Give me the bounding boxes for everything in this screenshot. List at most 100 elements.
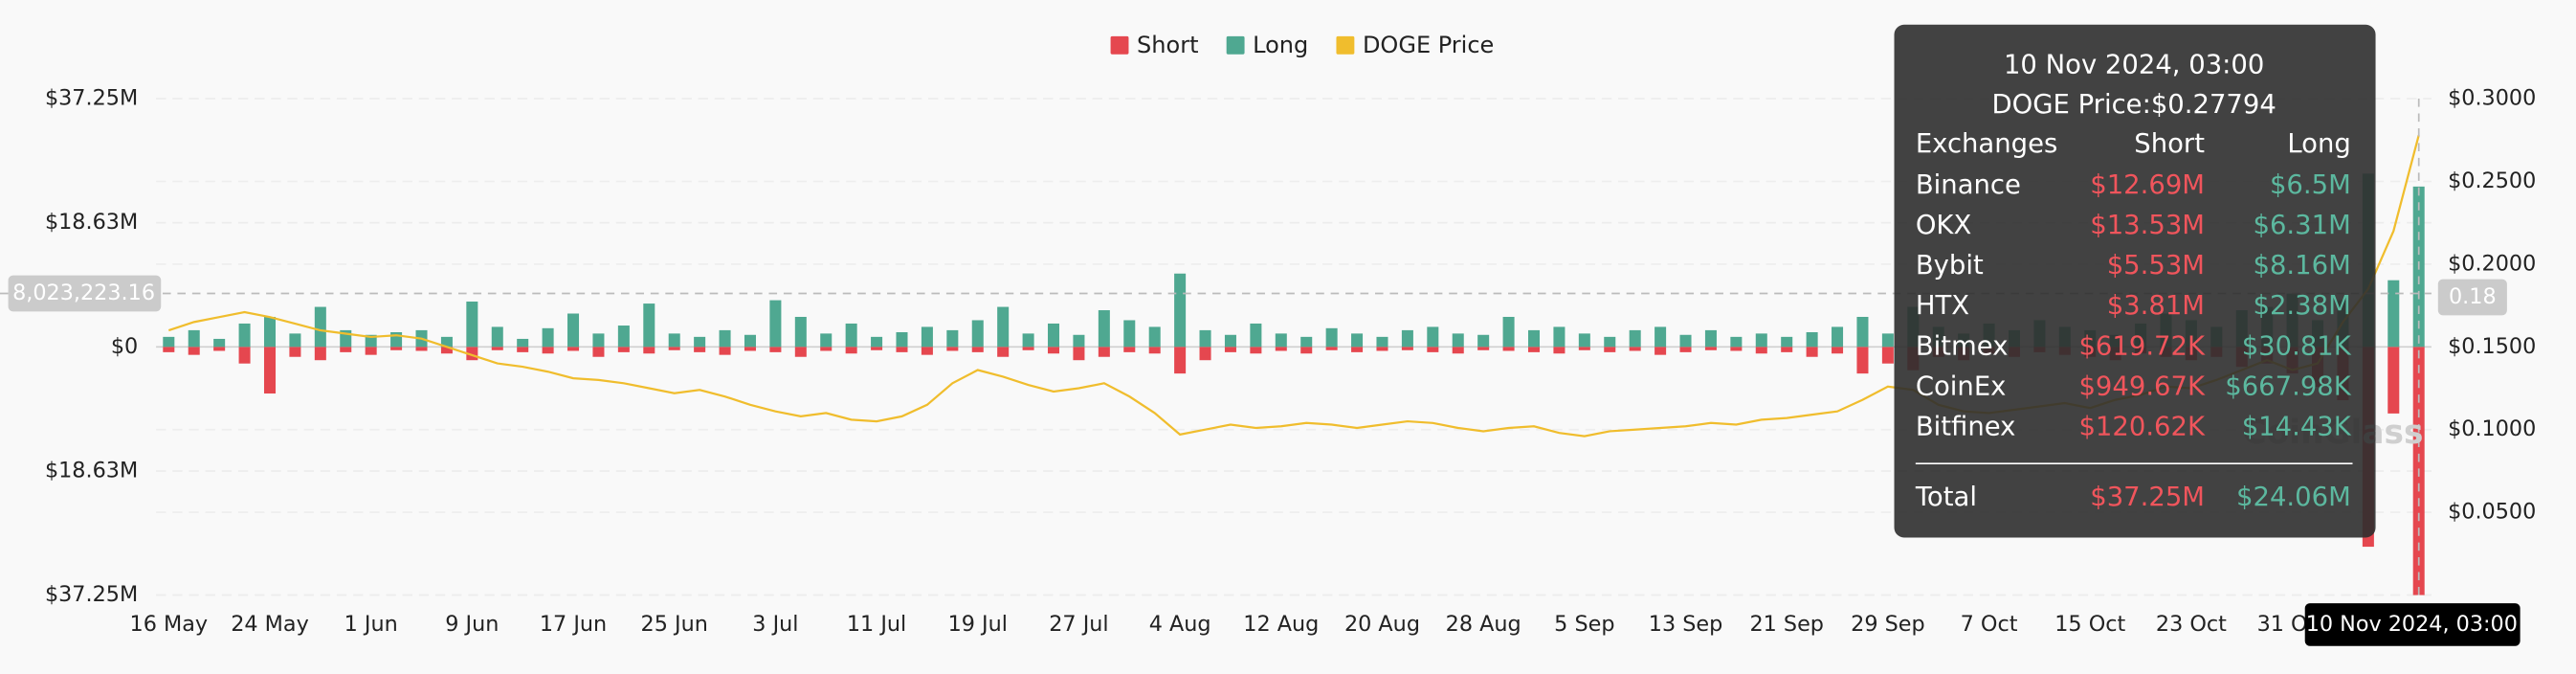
bar xyxy=(617,326,630,348)
bar xyxy=(1730,336,1743,348)
bar xyxy=(769,300,782,348)
bar xyxy=(1098,347,1110,357)
bar xyxy=(1553,347,1566,354)
bar xyxy=(668,347,680,350)
bar xyxy=(921,347,933,355)
tooltip-header: Short xyxy=(2134,129,2205,159)
bar xyxy=(491,347,503,350)
bar xyxy=(1098,310,1110,348)
bar xyxy=(896,347,908,352)
bar xyxy=(592,347,605,357)
bar xyxy=(188,329,200,348)
bar xyxy=(1351,347,1364,352)
bar xyxy=(1427,326,1439,348)
bar xyxy=(1832,347,1844,354)
tooltip-cell: Binance xyxy=(1916,170,2021,200)
tooltip-cell: $5.53M xyxy=(2107,251,2205,281)
crosshair-y-box xyxy=(8,275,162,312)
x-tick-label: 4 Aug xyxy=(1149,612,1211,637)
bar xyxy=(1527,347,1541,352)
tooltip-price: DOGE Price:$0.27794 xyxy=(1992,90,2276,120)
bar xyxy=(1148,326,1161,348)
bar xyxy=(1300,347,1313,354)
tooltip-cell: $13.53M xyxy=(2090,211,2205,240)
bar xyxy=(213,347,226,351)
bar xyxy=(1224,334,1236,348)
bar xyxy=(415,347,428,351)
bar xyxy=(1806,331,1818,348)
bar xyxy=(1401,329,1413,348)
bar xyxy=(1856,347,1869,374)
bar xyxy=(1679,347,1692,352)
x-tick-label: 7 Oct xyxy=(1961,612,2018,637)
bar xyxy=(1781,347,1793,352)
bar xyxy=(744,334,756,348)
bar xyxy=(896,331,908,348)
bar xyxy=(845,347,857,354)
tooltip-cell: $619.72K xyxy=(2078,331,2206,361)
bar xyxy=(871,347,883,350)
bar xyxy=(643,303,655,348)
bar xyxy=(769,347,782,352)
bar xyxy=(1477,347,1490,350)
bar xyxy=(820,333,833,348)
legend-label[interactable]: DOGE Price xyxy=(1363,32,1494,58)
x-tick-label: 25 Jun xyxy=(641,612,708,637)
bar xyxy=(820,347,833,351)
x-tick-label: 3 Jul xyxy=(752,612,798,637)
tooltip-cell: HTX xyxy=(1916,291,1969,321)
bar xyxy=(1755,333,1767,348)
bar xyxy=(1174,273,1187,348)
y-tick-label: $37.25M xyxy=(45,86,138,111)
bar xyxy=(1224,347,1236,352)
bar xyxy=(1704,329,1717,348)
bar xyxy=(1881,347,1894,364)
bar xyxy=(365,347,377,355)
bar xyxy=(1250,347,1262,354)
x-tick-label: 11 Jul xyxy=(847,612,906,637)
tooltip-header: Exchanges xyxy=(1916,129,2057,159)
tooltip-cell: OKX xyxy=(1916,211,1971,240)
y2-tick-label: $0.1500 xyxy=(2448,334,2536,359)
bar xyxy=(365,334,377,348)
bar xyxy=(517,347,529,352)
bar xyxy=(971,320,984,348)
bar xyxy=(694,336,706,348)
tooltip-cell: $6.31M xyxy=(2254,211,2351,240)
y2-tick-label: $0.1000 xyxy=(2448,416,2536,441)
bar xyxy=(1300,336,1313,348)
bar xyxy=(188,347,200,355)
bar xyxy=(1578,333,1590,348)
bar xyxy=(314,347,326,361)
bar xyxy=(314,306,326,348)
y-tick-label: $18.63M xyxy=(45,458,138,483)
bar xyxy=(946,329,959,348)
legend-swatch[interactable] xyxy=(1110,35,1129,55)
legend-swatch[interactable] xyxy=(1336,35,1355,55)
bar xyxy=(1401,347,1413,350)
bar xyxy=(542,327,554,348)
legend-swatch[interactable] xyxy=(1226,35,1245,55)
crosshair-y2-box xyxy=(2437,279,2507,316)
tooltip-cell: Bitfinex xyxy=(1916,412,2016,441)
legend-label[interactable]: Long xyxy=(1253,32,1308,58)
tooltip-cell: CoinEx xyxy=(1916,371,2007,401)
bar xyxy=(1502,347,1515,351)
bar xyxy=(1527,329,1541,348)
bar xyxy=(1199,347,1211,361)
x-tick-label: 5 Sep xyxy=(1554,612,1614,637)
bar xyxy=(567,313,580,348)
bar xyxy=(1275,347,1287,351)
tooltip-cell: Bitmex xyxy=(1916,331,2009,361)
bar xyxy=(1604,347,1616,352)
bar xyxy=(340,347,352,352)
bar xyxy=(694,347,706,352)
bar xyxy=(946,347,959,351)
bar xyxy=(1073,334,1085,348)
bar xyxy=(719,329,731,348)
tooltip-total: Total xyxy=(1915,483,1977,512)
bar xyxy=(567,347,580,351)
bar xyxy=(1604,336,1616,348)
legend-label[interactable]: Short xyxy=(1137,32,1198,58)
bar xyxy=(2387,280,2400,348)
